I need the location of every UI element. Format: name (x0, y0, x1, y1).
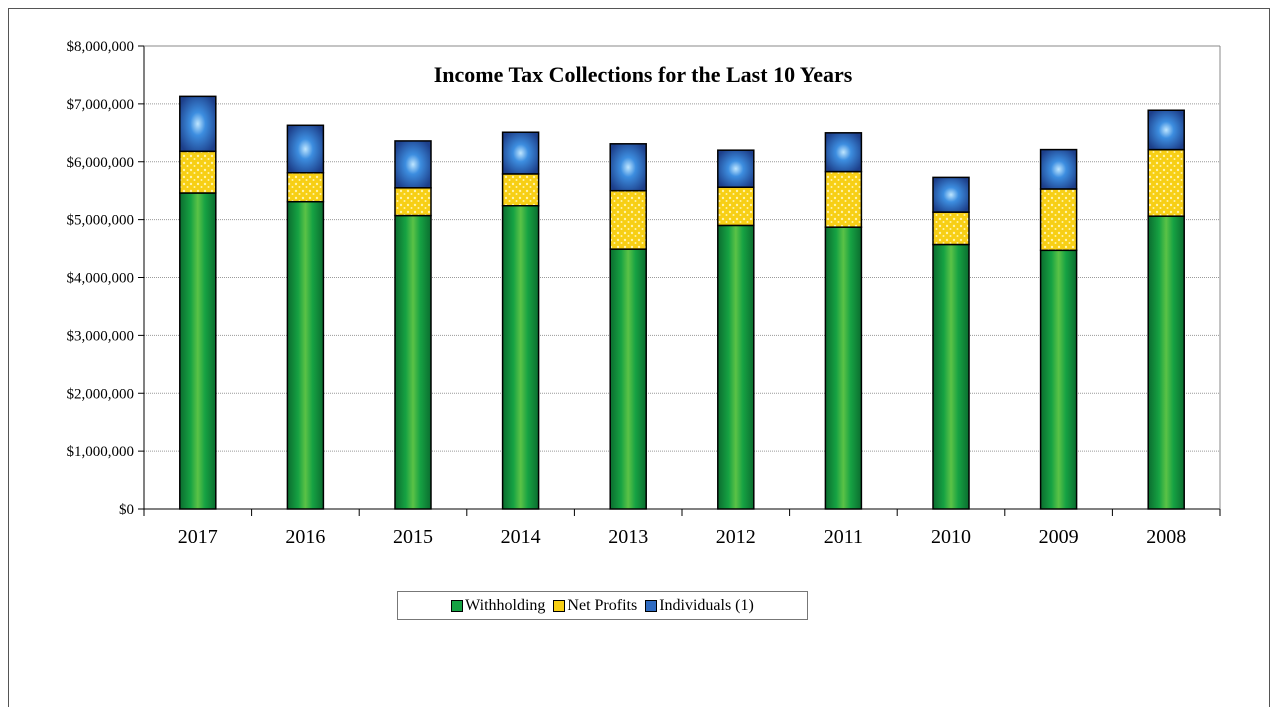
x-tick-label: 2016 (285, 526, 325, 548)
x-tick-label: 2010 (931, 526, 971, 548)
bar-withholding-2017 (179, 192, 217, 510)
bar-withholding-2014 (501, 204, 540, 510)
x-tick-label: 2011 (824, 526, 863, 548)
bar-individuals-2014 (501, 131, 540, 175)
bar-individuals-2016 (286, 124, 325, 174)
bars (179, 95, 1185, 510)
bar-net-profits-2011 (824, 170, 863, 228)
bar-individuals-2012 (717, 149, 755, 188)
legend-label-individuals: Individuals (1) (659, 596, 754, 614)
bar-withholding-2015 (394, 214, 432, 510)
bar-withholding-2008 (1147, 215, 1185, 510)
bar-withholding-2009 (1039, 249, 1078, 510)
legend-item-individuals: Individuals (1) (645, 597, 754, 615)
bar-individuals-2015 (394, 140, 432, 189)
y-tick-label: $6,000,000 (67, 155, 135, 171)
bar-net-profits-2014 (501, 173, 540, 207)
bar-individuals-2017 (179, 95, 217, 153)
x-tick-label: 2014 (501, 526, 541, 548)
x-tick-label: 2015 (393, 526, 433, 548)
legend-label-withholding: Withholding (465, 596, 546, 614)
legend-item-net-profits: Net Profits (553, 597, 637, 615)
bar-net-profits-2017 (179, 150, 217, 194)
legend-swatch-individuals (645, 599, 658, 612)
x-tick-label: 2012 (716, 526, 756, 548)
bar-net-profits-2013 (609, 189, 647, 250)
y-tick-label: $3,000,000 (67, 328, 135, 344)
y-tick-label: $5,000,000 (67, 213, 135, 229)
bar-individuals-2009 (1039, 148, 1078, 190)
legend-item-withholding: Withholding (451, 597, 545, 615)
bar-withholding-2011 (824, 226, 863, 510)
y-tick-label: $1,000,000 (67, 444, 135, 460)
legend: Withholding Net Profits Individuals (1) (397, 591, 808, 620)
bar-withholding-2013 (609, 248, 647, 510)
bar-net-profits-2008 (1147, 148, 1185, 217)
bar-net-profits-2015 (394, 187, 432, 217)
x-tick-label: 2009 (1039, 526, 1079, 548)
y-tick-label: $4,000,000 (67, 271, 135, 287)
bar-individuals-2013 (609, 143, 647, 192)
bar-individuals-2008 (1147, 109, 1185, 151)
tick-labels: $0 $1,000,000 $2,000,000 $3,000,000 $4,000,0… (67, 39, 1187, 548)
bar-individuals-2011 (824, 132, 863, 173)
bar-net-profits-2010 (932, 211, 970, 246)
bar-withholding-2010 (932, 243, 970, 510)
y-tick-label: $0 (119, 502, 134, 518)
chart-frame (8, 8, 1270, 707)
x-tick-label: 2017 (178, 526, 218, 548)
x-tick-label: 2013 (608, 526, 648, 548)
chart-title: Income Tax Collections for the Last 10 Y… (434, 62, 853, 87)
bar-net-profits-2009 (1039, 188, 1078, 252)
legend-swatch-withholding (451, 599, 464, 612)
legend-label-net-profits: Net Profits (567, 596, 638, 614)
y-tick-label: $2,000,000 (67, 386, 135, 402)
y-tick-label: $7,000,000 (67, 97, 135, 113)
x-tick-label: 2008 (1146, 526, 1186, 548)
bar-net-profits-2016 (286, 171, 325, 203)
bar-net-profits-2012 (717, 186, 755, 227)
legend-swatch-net-profits (553, 599, 566, 612)
bar-withholding-2012 (717, 224, 755, 510)
bar-individuals-2010 (932, 176, 970, 213)
y-tick-label: $8,000,000 (67, 39, 135, 55)
bar-withholding-2016 (286, 200, 325, 510)
